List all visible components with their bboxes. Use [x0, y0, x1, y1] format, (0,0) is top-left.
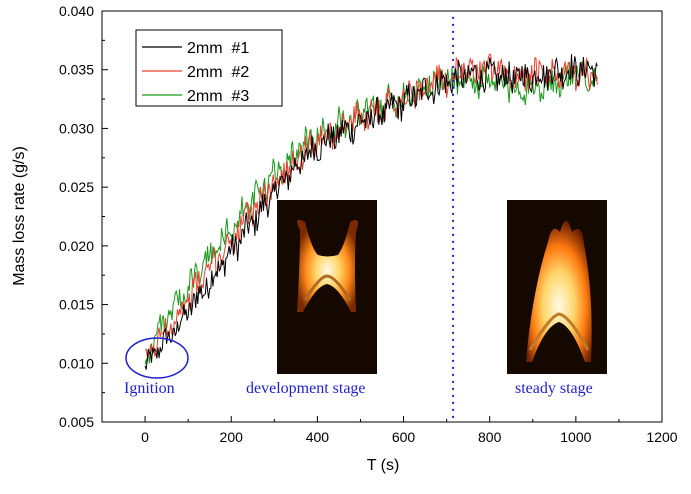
series-line-1	[144, 54, 598, 370]
y-axis-ticks: 0.005 0.010 0.015 0.020 0.025 0.030 0.035 0.040	[59, 3, 108, 430]
ignition-ellipse	[125, 337, 189, 379]
x-tick-label: 1200	[646, 429, 677, 445]
y-tick-label: 0.025	[59, 179, 94, 195]
series-line-2	[144, 53, 598, 359]
y-tick-label: 0.040	[59, 3, 94, 19]
x-tick-label: 200	[220, 429, 244, 445]
y-tick-label: 0.030	[59, 120, 94, 136]
x-tick-label: 800	[478, 429, 502, 445]
development-flame-photo	[277, 200, 377, 374]
x-axis-label: T (s)	[367, 457, 400, 474]
y-tick-label: 0.015	[59, 297, 94, 313]
legend-label-2mm-3: 2mm #3	[187, 88, 249, 105]
y-axis-label: Mass loss rate (g/s)	[11, 146, 28, 286]
ignition-annotation: Ignition	[124, 380, 175, 397]
y-tick-label: 0.010	[59, 355, 94, 371]
legend-box	[135, 29, 283, 107]
x-axis-ticks: 0 200 400 600 800 1000 1200	[101, 416, 678, 445]
legend-label-2mm-1: 2mm #1	[187, 40, 249, 57]
x-tick-label: 400	[306, 429, 330, 445]
y-tick-label: 0.020	[59, 238, 94, 254]
series-layer	[144, 53, 598, 370]
legend-label-2mm-2: 2mm #2	[187, 64, 249, 81]
y-tick-label: 0.035	[59, 62, 94, 78]
x-tick-label: 0	[141, 429, 149, 445]
steady-flame-photo	[507, 200, 607, 374]
y-tick-label: 0.005	[59, 414, 94, 430]
steady-stage-annotation: steady stage	[515, 380, 593, 397]
x-tick-label: 1000	[560, 429, 591, 445]
development-stage-annotation: development stage	[246, 380, 366, 397]
x-tick-label: 600	[392, 429, 416, 445]
legend: 2mm #1 2mm #2 2mm #3	[135, 29, 283, 107]
